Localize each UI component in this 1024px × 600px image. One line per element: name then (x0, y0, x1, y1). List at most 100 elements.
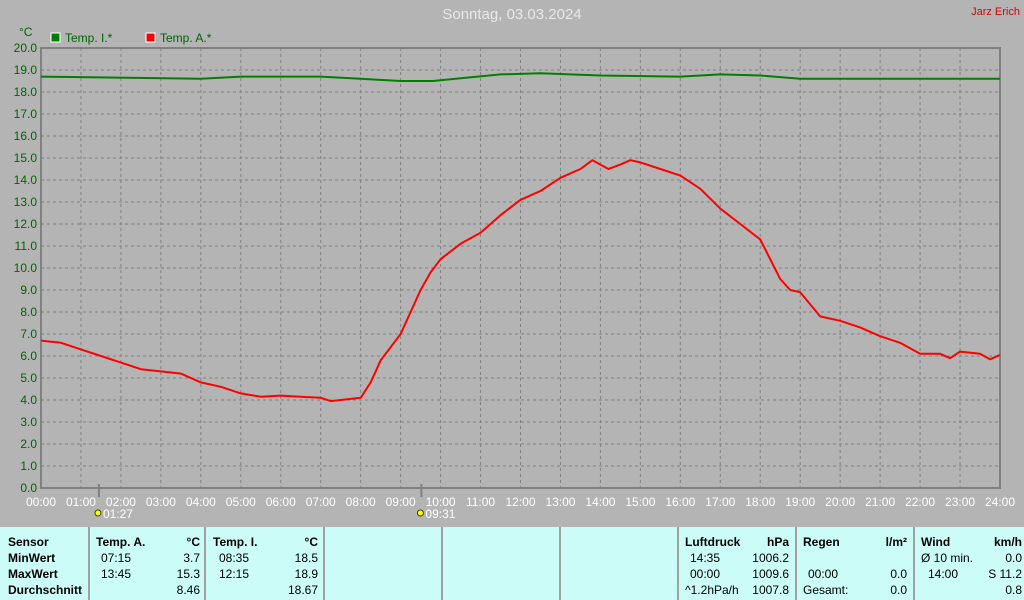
druck-head: Luftdruck (685, 535, 741, 549)
x-tick-label: 20:00 (825, 495, 855, 509)
y-tick-label: 3.0 (20, 415, 37, 429)
tempI-column: Temp. I. °C 08:35 18.5 12:15 18.9 18.67 (204, 527, 324, 600)
legend-swatch (50, 32, 61, 43)
sunrise-icon (94, 509, 102, 517)
druck-avg: 1007.8 (752, 583, 789, 597)
wind-max-time: 14:00 (928, 567, 959, 581)
wind-head: Wind (921, 535, 951, 549)
y-tick-label: 7.0 (20, 327, 37, 341)
y-tick-label: 18.0 (14, 85, 38, 99)
y-tick-label: 11.0 (15, 239, 38, 253)
y-tick-label: 8.0 (20, 305, 37, 319)
druck-column: Luftdruck hPa 14:35 1006.2 00:00 1009.6 … (677, 527, 795, 600)
legend-label: Temp. I.* (65, 31, 113, 45)
x-tick-label: 12:00 (505, 495, 535, 509)
tempI-min-time: 08:35 (219, 551, 250, 565)
regen-total-label: Gesamt: (803, 583, 849, 597)
y-tick-label: 10.0 (14, 261, 38, 275)
wind-avg: 0.0 (1005, 551, 1022, 565)
x-tick-label: 16:00 (665, 495, 695, 509)
tempA-max: 15.3 (176, 567, 200, 581)
druck-min: 1006.2 (752, 551, 789, 565)
regen-unit: l/m² (885, 535, 907, 549)
y-tick-label: 5.0 (20, 371, 37, 385)
y-tick-label: 0.0 (20, 481, 37, 495)
x-tick-label: 11:00 (466, 495, 495, 509)
x-tick-label: 07:00 (306, 495, 336, 509)
tempI-max: 18.9 (294, 567, 318, 581)
y-tick-label: 13.0 (14, 195, 38, 209)
y-tick-label: 6.0 (20, 349, 37, 363)
x-tick-label: 01:00 (66, 495, 96, 509)
label-min: MinWert (8, 551, 56, 565)
y-tick-label: 20.0 (14, 41, 38, 55)
x-tick-label: 23:00 (945, 495, 975, 509)
label-max: MaxWert (8, 567, 58, 581)
label-avg: Durchschnitt (8, 583, 83, 597)
regen-column: Regen l/m² 00:00 0.0 Gesamt: 0.0 (795, 527, 913, 600)
x-tick-label: 03:00 (146, 495, 176, 509)
y-tick-label: 4.0 (20, 393, 37, 407)
y-tick-label: 14.0 (14, 173, 38, 187)
temperature-chart: 0.0 1.0 2.0 3.0 4.0 5.0 6.0 7.0 8.0 9.0 10.0 11.0 12… (14, 25, 1016, 521)
druck-max: 1009.6 (752, 567, 789, 581)
label-sensor: Sensor (8, 535, 49, 549)
sunset-icon (416, 509, 424, 517)
x-tick-label: 22:00 (905, 495, 935, 509)
x-tick-label: 15:00 (625, 495, 655, 509)
y-tick-label: 1.0 (20, 459, 37, 473)
regen-max: 0.0 (890, 567, 907, 581)
sensor-column: Sensor MinWert MaxWert Durchschnitt (0, 527, 90, 600)
series-line-temp-a (40, 159, 1001, 403)
tempA-min-time: 07:15 (101, 551, 132, 565)
x-tick-label: 00:00 (26, 495, 56, 509)
x-tick-label: 14:00 (585, 495, 615, 509)
y-tick-label: 9.0 (20, 283, 37, 297)
x-tick-label: 21:00 (865, 495, 895, 509)
legend-label: Temp. A.* (160, 31, 212, 45)
sun-time-label: 01:27 (103, 507, 133, 521)
tempA-avg: 8.46 (176, 583, 200, 597)
plot-border (40, 47, 1001, 489)
tempI-head: Temp. I. (213, 535, 258, 549)
y-tick-label: 2.0 (20, 437, 37, 451)
x-tick-label: 06:00 (266, 495, 296, 509)
x-tick-label: 04:00 (186, 495, 216, 509)
x-tick-label: 24:00 (985, 495, 1015, 509)
tempA-min: 3.7 (183, 551, 200, 565)
x-tick-label: 05:00 (226, 495, 256, 509)
x-tick-label: 13:00 (545, 495, 575, 509)
druck-unit: hPa (766, 535, 789, 549)
regen-total: 0.0 (890, 583, 907, 597)
wind-unit: km/h (993, 535, 1022, 549)
wind-max: S 11.2 (988, 567, 1022, 581)
druck-max-time: 00:00 (690, 567, 721, 581)
x-tick-label: 19:00 (785, 495, 815, 509)
legend-swatch (145, 32, 156, 43)
wind-avg-label: Ø 10 min. (921, 551, 974, 565)
tempI-min: 18.5 (294, 551, 318, 565)
tempI-unit: °C (304, 535, 318, 549)
y-tick-label: 16.0 (14, 129, 38, 143)
series-line-temp-i (40, 72, 1000, 82)
x-tick-label: 08:00 (346, 495, 376, 509)
wind-column: Wind km/h Ø 10 min. 0.0 14:00 S 11.2 0.8 (913, 527, 1024, 600)
tempI-avg: 18.67 (287, 583, 318, 597)
tempA-column: Temp. A. °C 07:15 3.7 13:45 15.3 8.46 (88, 527, 206, 600)
regen-head: Regen (803, 535, 840, 549)
author-label: Jarz Erich (971, 6, 1020, 18)
druck-trend: ^1.2hPa/h (685, 583, 739, 597)
y-tick-label: 15.0 (14, 151, 38, 165)
wind-mean: 0.8 (1005, 583, 1022, 597)
tempA-unit: °C (186, 535, 200, 549)
y-tick-label: 19.0 (14, 63, 38, 77)
tempA-head: Temp. A. (96, 535, 146, 549)
empty-column (441, 527, 559, 600)
y-tick-label: 12.0 (14, 217, 38, 231)
x-tick-label: 17:00 (705, 495, 735, 509)
x-tick-label: 18:00 (745, 495, 775, 509)
druck-min-time: 14:35 (690, 551, 721, 565)
tempI-max-time: 12:15 (219, 567, 250, 581)
y-axis-label: °C (19, 25, 33, 39)
summary-table: Sensor MinWert MaxWert Durchschnitt Temp… (0, 527, 1024, 600)
